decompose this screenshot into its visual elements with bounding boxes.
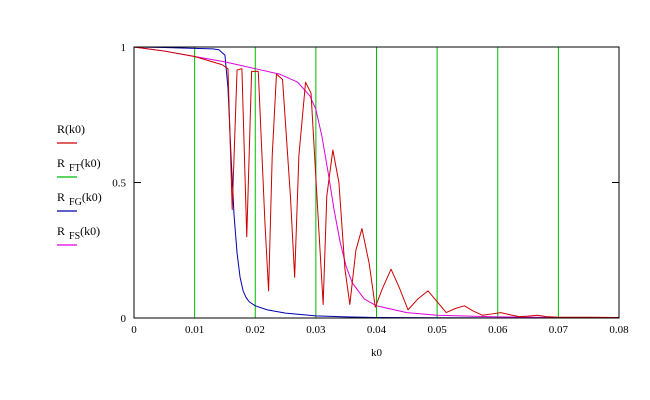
legend-label-sub: FS [69,231,80,242]
x-tick-label: 0.02 [246,324,265,336]
x-tick-label: 0 [131,324,137,336]
axis-ticks: 0 0.01 0.02 0.03 0.04 0.05 0.06 0.07 0.08 0 0.5 1 [112,42,629,336]
legend-label: R FT(k0) [57,156,101,174]
legend-label-main: R [57,122,65,136]
x-axis-label: k0 [371,347,383,359]
series-line-r [133,46,620,318]
x-tick-label: 0.01 [185,324,204,336]
vertical-gridlines [194,47,559,318]
series-layer [133,46,620,319]
legend-label: R FG(k0) [57,190,102,208]
x-tick-label: 0.04 [367,324,387,336]
legend-label-arg: (k0) [82,190,102,204]
x-tick-label: 0.08 [609,324,629,336]
x-tick-label: 0.07 [549,324,569,336]
x-tick-label: 0.05 [428,324,448,336]
legend-label-arg: (k0) [80,224,100,238]
legend-label: R FS(k0) [57,224,100,242]
y-tick-label: 0.5 [112,178,126,190]
x-tick-label: 0.03 [306,324,326,336]
series-line-r-fg [133,46,620,319]
legend-label-sub: FT [69,163,81,174]
legend-label-main: R [57,156,65,170]
legend-label-main: R [57,190,65,204]
legend-label-arg: (k0) [65,122,85,136]
legend-label: R(k0) [57,122,85,136]
y-tick-label: 0 [121,313,127,325]
x-tick-label: 0.06 [488,324,508,336]
legend-label-main: R [57,224,65,238]
series-line-r-fs [133,46,620,319]
legend: R(k0)R FT(k0)R FG(k0)R FS(k0) [57,122,102,246]
legend-label-sub: FG [69,197,82,208]
legend-label-arg: (k0) [81,156,101,170]
y-tick-label: 1 [121,42,127,54]
